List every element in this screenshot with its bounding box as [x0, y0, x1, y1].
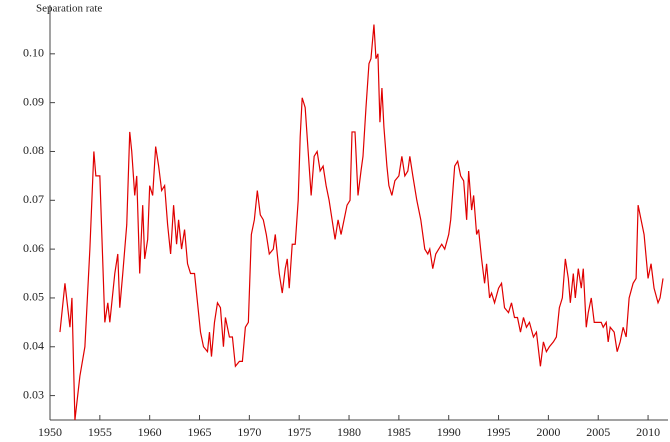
x-tick-label: 1970 [237, 425, 261, 439]
x-tick-label: 1975 [287, 425, 311, 439]
x-tick-label: 1985 [387, 425, 411, 439]
y-tick-label: 0.09 [23, 94, 44, 108]
x-tick-label: 1980 [337, 425, 361, 439]
y-axis-label: Separation rate [36, 3, 102, 15]
y-tick-label: 0.03 [23, 387, 44, 401]
x-tick-label: 1960 [138, 425, 162, 439]
data-line [59, 24, 664, 421]
y-tick-label: 0.04 [23, 339, 44, 353]
y-tick-label: 0.10 [23, 46, 44, 60]
y-tick-label: 0.06 [23, 241, 44, 255]
x-tick-label: 1990 [437, 425, 461, 439]
y-tick-label: 0.07 [23, 192, 44, 206]
x-tick-label: 2010 [636, 425, 660, 439]
y-tick-label: 0.05 [23, 290, 44, 304]
x-tick-label: 1965 [188, 425, 212, 439]
x-tick-label: 2005 [586, 425, 610, 439]
x-tick-label: 1955 [88, 425, 112, 439]
x-tick-label: 1995 [487, 425, 511, 439]
y-tick-label: 0.08 [23, 143, 44, 157]
x-tick-label: 1950 [38, 425, 62, 439]
x-tick-label: 2000 [536, 425, 560, 439]
